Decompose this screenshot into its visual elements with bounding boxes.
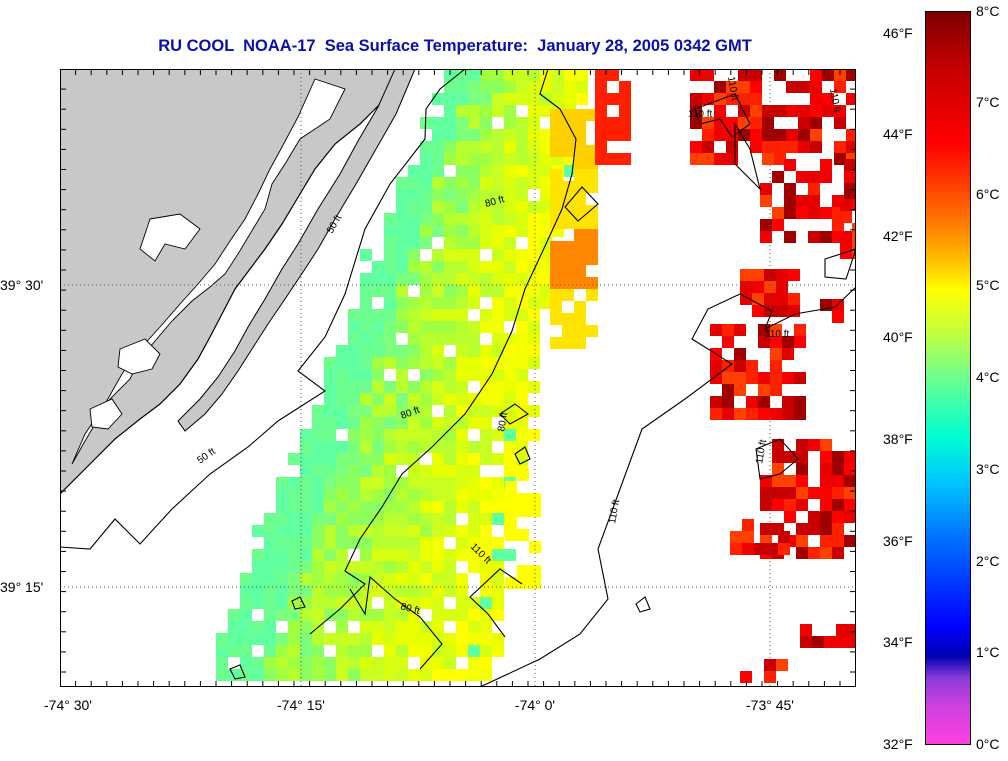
colorbar-f-label: 36°F [883, 533, 913, 549]
colorbar-c-label: 6°C [976, 186, 1000, 202]
colorbar-c-label: 0°C [976, 736, 1000, 752]
x-tick-label: -74° 0' [514, 697, 556, 713]
grid-lines [60, 69, 856, 687]
map-frame [60, 69, 856, 687]
contour-label: 110 ft [765, 329, 789, 340]
contour-label: 110 ft [688, 109, 712, 120]
land-mass [60, 69, 401, 495]
x-tick-label: -74° 30' [44, 697, 92, 713]
contour-label: 80 ft [399, 601, 421, 617]
colorbar-c-label: 7°C [976, 94, 1000, 110]
contour-label: 80 ft [484, 194, 506, 210]
map-title: RU COOL NOAA-17 Sea Surface Temperature:… [158, 37, 752, 55]
colorbar-c-label: 5°C [976, 277, 1000, 293]
depth-contours [60, 69, 856, 687]
colorbar-f-label: 34°F [883, 634, 913, 650]
colorbar-c-label: 2°C [976, 553, 1000, 569]
contour-label: 110 ft [827, 88, 842, 114]
barrier-island [177, 69, 416, 432]
y-tick-label: 39° 30' [0, 277, 44, 293]
contour-label: 80 ft [496, 411, 510, 432]
x-tick-label: -73° 45' [746, 697, 794, 713]
contour-label: 110 ft [607, 498, 622, 524]
colorbar-c-label: 1°C [976, 644, 1000, 660]
colorbar-f-label: 38°F [883, 431, 913, 447]
colorbar-c-label: 3°C [976, 461, 1000, 477]
colorbar-f-label: 32°F [883, 736, 913, 752]
contour-label: 110 ft [754, 438, 769, 464]
colorbar-c-label: 4°C [976, 369, 1000, 385]
colorbar-c-label: 8°C [976, 3, 1000, 19]
colorbar-f-label: 44°F [883, 126, 913, 142]
colorbar-f-label: 42°F [883, 228, 913, 244]
bay-inlet [139, 213, 201, 262]
bay-inlet [89, 398, 123, 430]
sst-pixel-layer [216, 69, 856, 683]
colorbar-f-label: 40°F [883, 329, 913, 345]
temperature-colorbar [925, 11, 971, 745]
y-tick-label: 39° 15' [0, 579, 44, 595]
x-tick-label: -74° 15' [277, 697, 325, 713]
bay-inlet [117, 338, 161, 375]
axis-ticks [60, 69, 856, 687]
contour-label: 110 ft [725, 76, 740, 102]
sst-map: 50 ft 50 ft 80 ft 80 ft 80 ft 80 ft 110 … [60, 69, 856, 687]
colorbar-f-label: 46°F [883, 25, 913, 41]
